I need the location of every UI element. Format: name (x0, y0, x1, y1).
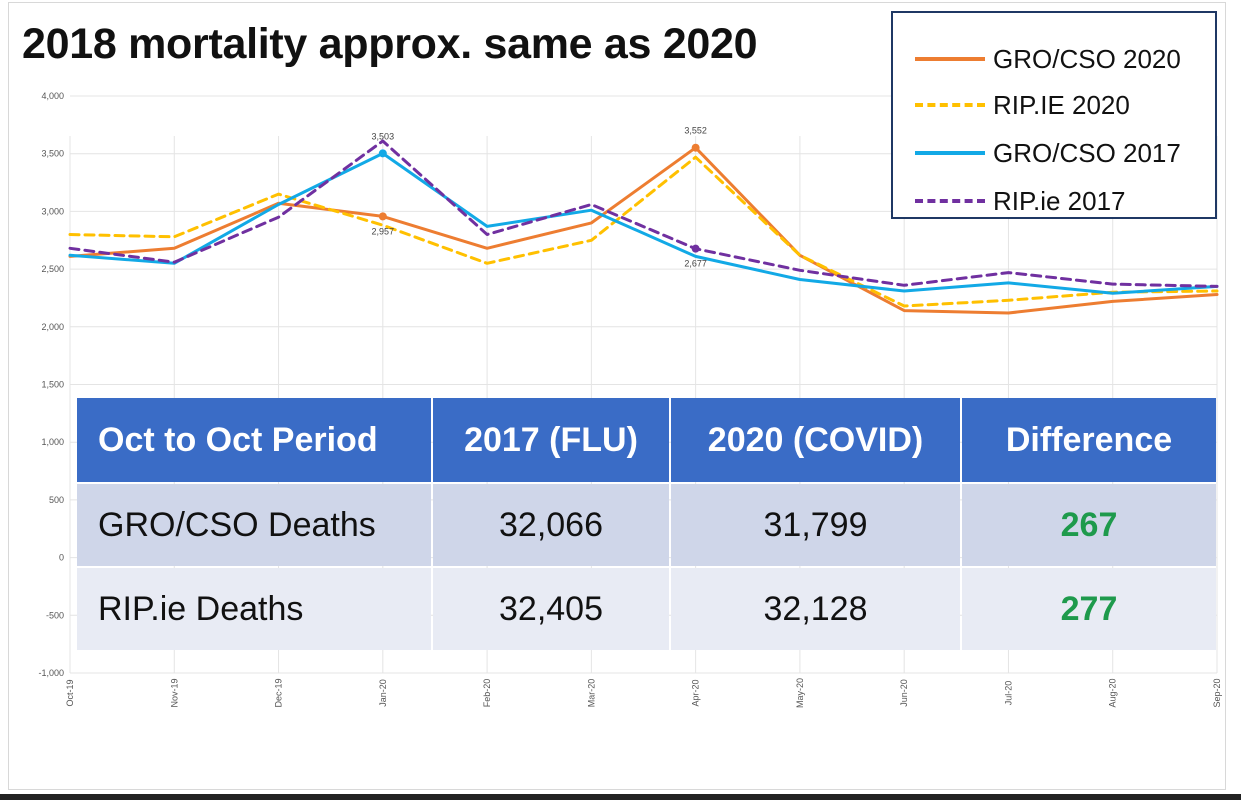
data-label: 3,503 (372, 131, 395, 141)
y-tick-label: 1,000 (41, 437, 64, 447)
legend-item-gro-cso-2017: GRO/CSO 2017 (915, 133, 1181, 173)
value-difference: 267 (962, 484, 1216, 566)
legend-label: GRO/CSO 2017 (993, 137, 1181, 168)
x-tick-label: Dec-19 (274, 678, 284, 707)
y-tick-label: 2,500 (41, 264, 64, 274)
slide-frame (8, 2, 1226, 790)
value-2020: 31,799 (671, 484, 960, 566)
legend-item-rip-ie-2020: RIP.IE 2020 (915, 85, 1130, 125)
x-tick-label: Mar-20 (586, 679, 596, 708)
x-tick-label: Nov-19 (169, 678, 179, 707)
legend-label: RIP.IE 2020 (993, 89, 1130, 120)
series-line-rip-ie-2017 (68, 139, 1219, 288)
y-tick-label: -500 (46, 610, 64, 620)
x-tick-label: Feb-20 (482, 679, 492, 708)
legend-swatch-gro-cso-2020 (915, 57, 985, 61)
legend-label: GRO/CSO 2020 (993, 43, 1181, 74)
y-tick-label: 3,000 (41, 206, 64, 216)
legend-swatch-rip-ie-2020 (915, 103, 985, 107)
y-tick-label: 2,000 (41, 322, 64, 332)
x-tick-label: Jan-20 (378, 679, 388, 707)
data-point-marker (378, 149, 387, 158)
comparison-table: Oct to Oct Period 2017 (FLU) 2020 (COVID… (75, 396, 1218, 652)
header-2020: 2020 (COVID) (671, 398, 960, 482)
table-row: GRO/CSO Deaths 32,066 31,799 267 (77, 484, 1216, 566)
x-tick-label: Aug-20 (1108, 678, 1118, 707)
legend-swatch-rip-ie-2017 (915, 199, 985, 203)
value-2020: 32,128 (671, 568, 960, 650)
y-tick-label: 3,500 (41, 149, 64, 159)
y-tick-label: 500 (49, 495, 64, 505)
y-tick-label: 4,000 (41, 91, 64, 101)
x-tick-label: Apr-20 (691, 679, 701, 706)
data-label: 2,677 (684, 259, 707, 269)
x-tick-label: May-20 (795, 678, 805, 708)
value-difference: 277 (962, 568, 1216, 650)
data-label: 2,957 (372, 226, 395, 236)
data-label: 3,552 (684, 126, 707, 136)
value-2017: 32,405 (433, 568, 669, 650)
x-tick-label: Jun-20 (899, 679, 909, 707)
bottom-border (0, 794, 1241, 800)
row-label: GRO/CSO Deaths (77, 484, 431, 566)
series-line-gro-cso-2017 (68, 151, 1219, 295)
table-row: RIP.ie Deaths 32,405 32,128 277 (77, 568, 1216, 650)
table-header-row: Oct to Oct Period 2017 (FLU) 2020 (COVID… (77, 398, 1216, 482)
y-tick-label: 1,500 (41, 380, 64, 390)
header-difference: Difference (962, 398, 1216, 482)
chart-legend: GRO/CSO 2020 RIP.IE 2020 GRO/CSO 2017 RI… (891, 11, 1217, 219)
data-point-marker (691, 244, 700, 253)
legend-swatch-gro-cso-2017 (915, 151, 985, 155)
data-point-marker (378, 212, 387, 221)
series-line-gro-cso-2020 (68, 146, 1219, 315)
legend-label: RIP.ie 2017 (993, 185, 1126, 216)
chart-title: 2018 mortality approx. same as 2020 (22, 20, 758, 68)
x-tick-label: Sep-20 (1212, 678, 1222, 707)
x-tick-label: Oct-19 (65, 679, 75, 706)
row-label: RIP.ie Deaths (77, 568, 431, 650)
header-2017: 2017 (FLU) (433, 398, 669, 482)
series-line-rip-ie-2020 (68, 155, 1219, 308)
x-tick-label: Jul-20 (1003, 681, 1013, 706)
legend-item-gro-cso-2020: GRO/CSO 2020 (915, 39, 1181, 79)
data-point-marker (691, 143, 700, 152)
legend-item-rip-ie-2017: RIP.ie 2017 (915, 181, 1126, 221)
y-tick-label: -1,000 (38, 668, 64, 678)
header-period: Oct to Oct Period (77, 398, 431, 482)
value-2017: 32,066 (433, 484, 669, 566)
y-tick-label: 0 (59, 553, 64, 563)
